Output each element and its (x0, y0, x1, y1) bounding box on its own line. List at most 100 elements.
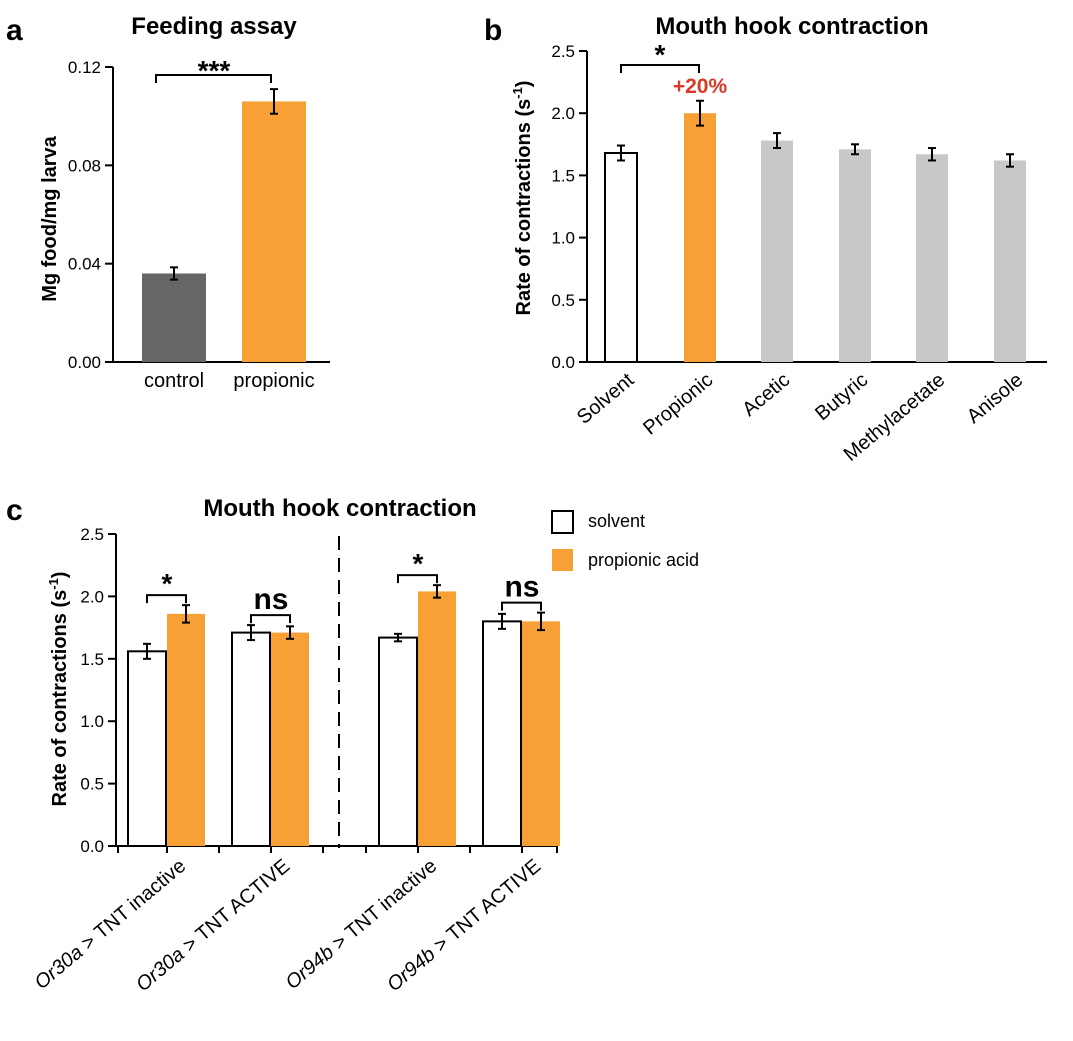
panel-a-bars (142, 101, 306, 363)
bar-propionic (271, 632, 309, 846)
panel-c-significance: * ns * ns (146, 548, 542, 624)
category-label: Solvent (573, 369, 639, 429)
bar-butyric (839, 149, 871, 362)
panel-c-title: Mouth hook contraction (203, 495, 476, 522)
panel-a-y-axis-label: Mg food/mg larva (39, 135, 61, 301)
y-tick-label: 0.00 (68, 353, 101, 372)
panel-c-letter: c (6, 494, 23, 527)
bar-solvent (231, 631, 271, 847)
panel-b-letter: b (484, 14, 502, 47)
significance-bracket: ns (250, 583, 291, 624)
panel-a: a Feeding assay Mg food/mg larva 0.000.0… (6, 13, 330, 392)
bar-propionic (684, 113, 716, 362)
panel-a-significance: *** (155, 55, 272, 86)
panel-b-title: Mouth hook contraction (655, 13, 928, 40)
bar-methylacetate (916, 154, 948, 362)
error-bar (1006, 153, 1014, 168)
error-bar (170, 266, 178, 281)
y-tick-label: 2.5 (80, 525, 104, 544)
panel-c: c Mouth hook contraction Rate of contrac… (6, 494, 699, 996)
panel-b-axes (586, 51, 1047, 363)
panel-b-percent-annotation: +20% (673, 75, 728, 98)
category-label: Butyric (811, 369, 872, 425)
panel-b-y-axis-label: Rate of contractions (s-1) (510, 81, 535, 316)
bar-control (142, 273, 206, 362)
significance-bracket: * (146, 568, 187, 604)
legend-swatch-solvent (551, 510, 574, 534)
panel-b-bars (604, 113, 1026, 363)
bar-solvent (482, 620, 522, 847)
y-tick-label: 1.0 (551, 229, 575, 248)
panel-b-categories: Solvent Propionic Acetic ButyricMethylaceta… (573, 369, 1027, 466)
error-bar (143, 642, 151, 660)
error-bar (617, 144, 625, 162)
bar-solvent (604, 152, 638, 363)
bar-solvent (127, 650, 167, 848)
error-bar (182, 604, 190, 624)
error-bar (394, 632, 402, 643)
y-tick-label: 1.5 (80, 650, 104, 669)
category-label: control (144, 370, 204, 392)
panel-b: b Mouth hook contraction Rate of contrac… (484, 13, 1047, 466)
panel-b-error-bars (617, 99, 1014, 168)
category-label: propionic (233, 370, 314, 392)
category-label: Anisole (963, 369, 1027, 428)
error-bar (498, 612, 506, 630)
category-label: Acetic (738, 369, 794, 421)
panel-c-y-axis-label: Rate of contractions (s-1) (46, 572, 71, 807)
y-tick-label: 1.0 (80, 712, 104, 731)
bar-anisole (994, 160, 1026, 362)
bar-propionic (242, 101, 306, 363)
bar-solvent (378, 636, 418, 847)
legend-label-solvent: solvent (588, 511, 645, 531)
y-tick-label: 2.5 (551, 42, 575, 61)
legend-label-propionic: propionic acid (588, 550, 699, 570)
significance-label: ns (504, 571, 539, 604)
bar-propionic (522, 621, 560, 846)
y-tick-label: 0.5 (551, 291, 575, 310)
bar-acetic (761, 140, 793, 362)
panel-a-significance-label: *** (198, 55, 231, 86)
panel-c-error-bars (143, 584, 545, 660)
panel-a-error-bars (170, 88, 278, 281)
y-tick-label: 0.12 (68, 58, 101, 77)
error-bar (696, 99, 704, 127)
panel-c-y-ticks: 0.0 0.5 1.0 1.5 2.0 2.5 (80, 525, 116, 856)
category-label: Propionic (639, 369, 717, 439)
error-bar (851, 143, 859, 156)
panel-a-y-ticks: 0.00 0.04 0.08 0.12 (68, 58, 113, 372)
panel-b-significance: * +20% (620, 39, 728, 98)
error-bar (928, 147, 936, 162)
y-tick-label: 0.0 (551, 353, 575, 372)
panel-b-significance-label: * (655, 39, 666, 70)
legend: solvent propionic acid (551, 510, 699, 571)
y-tick-label: 0.5 (80, 775, 104, 794)
significance-bracket: ns (501, 571, 542, 611)
legend-swatch-propionic (552, 549, 573, 571)
error-bar (773, 132, 781, 150)
y-tick-label: 1.5 (551, 166, 575, 185)
y-tick-label: 2.0 (551, 104, 575, 123)
y-tick-label: 0.0 (80, 837, 104, 856)
panel-a-letter: a (6, 14, 23, 47)
significance-label: * (413, 548, 424, 579)
error-bar (433, 584, 441, 599)
error-bar (286, 625, 294, 640)
error-bar (270, 88, 278, 115)
bar-propionic (418, 591, 456, 846)
significance-bracket: * (397, 548, 438, 584)
bar-propionic (167, 613, 205, 846)
y-tick-label: 0.04 (68, 255, 101, 274)
error-bar (537, 611, 545, 632)
panel-c-bars (127, 591, 560, 848)
panel-a-categories: control propionic (144, 370, 315, 392)
significance-label: * (162, 568, 173, 599)
y-tick-label: 0.08 (68, 156, 101, 175)
panel-b-y-ticks: 0.0 0.5 1.0 1.5 2.0 2.5 (551, 42, 587, 372)
error-bar (247, 624, 255, 642)
significance-label: ns (253, 583, 288, 616)
y-tick-label: 2.0 (80, 587, 104, 606)
panel-a-title: Feeding assay (131, 13, 297, 40)
